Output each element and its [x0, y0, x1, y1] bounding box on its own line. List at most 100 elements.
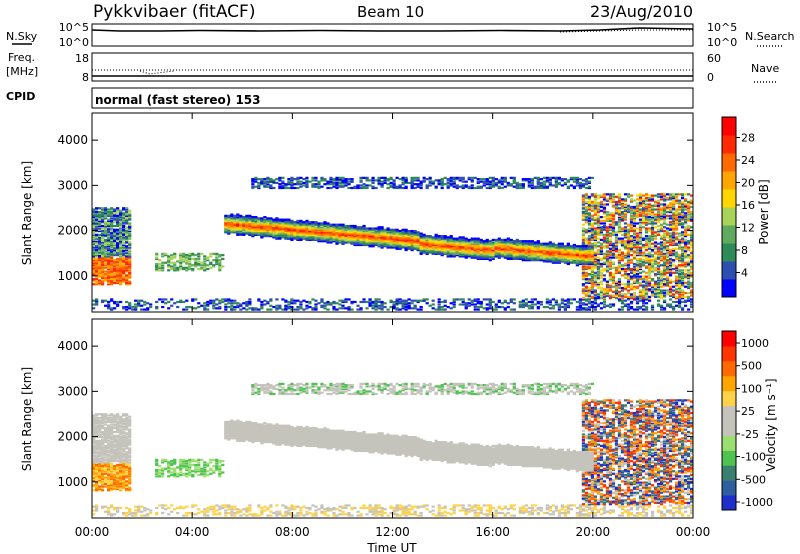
power-cell [125, 219, 129, 223]
power-cell [161, 300, 165, 304]
power-cell [641, 202, 646, 205]
power-cell [542, 186, 546, 190]
power-cell [98, 252, 102, 255]
power-cell [449, 236, 453, 239]
power-cell [500, 251, 504, 254]
power-cell [587, 208, 592, 211]
power-cell [239, 222, 243, 225]
power-cell [641, 308, 646, 311]
power-cell [497, 180, 501, 183]
power-cell [98, 214, 102, 217]
power-cell [413, 186, 417, 190]
power-cell [635, 278, 640, 281]
power-cell [419, 236, 423, 239]
power-cell [314, 307, 318, 310]
power-cell [206, 257, 210, 261]
power-cell [452, 246, 456, 249]
power-cell [581, 288, 586, 291]
power-cell [233, 227, 237, 230]
power-cell [638, 271, 643, 274]
power-cell [392, 304, 396, 307]
power-cell [614, 289, 619, 292]
power-cell [353, 186, 357, 190]
power-cell [551, 307, 555, 310]
power-cell [296, 299, 300, 302]
power-cell [332, 178, 336, 181]
power-cell [551, 298, 555, 301]
power-cell [632, 255, 637, 258]
power-cell [347, 240, 351, 243]
power-cell [650, 265, 655, 268]
power-cell [605, 240, 610, 243]
power-cell [242, 219, 246, 223]
power-cell [587, 252, 592, 255]
power-cell [536, 242, 540, 245]
power-cell [533, 176, 537, 179]
power-cell [416, 184, 420, 187]
power-cell [350, 241, 354, 244]
power-cell [515, 250, 519, 253]
power-cell [617, 256, 622, 259]
power-cell [365, 307, 369, 310]
power-cell [536, 183, 540, 186]
power-cell [470, 303, 474, 306]
power-cell [479, 302, 483, 305]
power-cell [305, 226, 309, 229]
power-cell [125, 222, 129, 225]
power-cell [362, 176, 366, 179]
power-cell [305, 233, 309, 236]
power-cell [599, 242, 604, 245]
power-cell [638, 231, 643, 234]
power-cell [311, 233, 315, 236]
power-cell [569, 247, 573, 250]
power-cell [278, 218, 282, 221]
power-cell [119, 255, 123, 258]
power-cell [110, 271, 114, 274]
power-cell [299, 227, 303, 230]
power-cell [374, 231, 378, 234]
power-cell [332, 223, 336, 226]
power-cell [425, 252, 429, 255]
power-cell [359, 307, 363, 310]
power-cell [92, 212, 96, 215]
power-cell [392, 186, 396, 190]
power-cell [167, 256, 171, 259]
power-cell [488, 256, 492, 259]
power-cell [581, 262, 586, 266]
power-cell [272, 235, 276, 238]
power-cell [494, 246, 498, 249]
power-cell [386, 242, 390, 245]
power-cell [362, 231, 366, 234]
power-cell [197, 252, 201, 255]
power-cell [440, 243, 444, 247]
power-cell [302, 221, 306, 224]
power-cell [629, 305, 634, 309]
power-cell [110, 298, 114, 301]
power-cell [383, 242, 387, 245]
power-cell [356, 184, 360, 187]
power-cell [641, 200, 646, 204]
power-cell [611, 217, 616, 220]
power-cell [536, 185, 540, 188]
power-cell [137, 304, 141, 307]
power-cell [404, 248, 408, 252]
power-cell [491, 176, 495, 179]
power-cell [317, 186, 321, 190]
power-cell [92, 246, 96, 249]
power-cell [374, 308, 378, 311]
power-cell [305, 300, 309, 304]
power-cell [155, 307, 159, 310]
power-cell [386, 236, 390, 239]
power-cell [620, 267, 625, 271]
power-cell [392, 307, 396, 310]
power-cell [125, 246, 129, 249]
power-cell [506, 254, 510, 257]
power-cell [92, 216, 96, 219]
power-cell [329, 235, 333, 238]
power-cell [110, 281, 114, 285]
power-cell [611, 252, 616, 255]
power-cell [320, 231, 324, 234]
power-cell [635, 265, 640, 268]
power-cell [512, 252, 516, 255]
power-cell [638, 259, 643, 262]
